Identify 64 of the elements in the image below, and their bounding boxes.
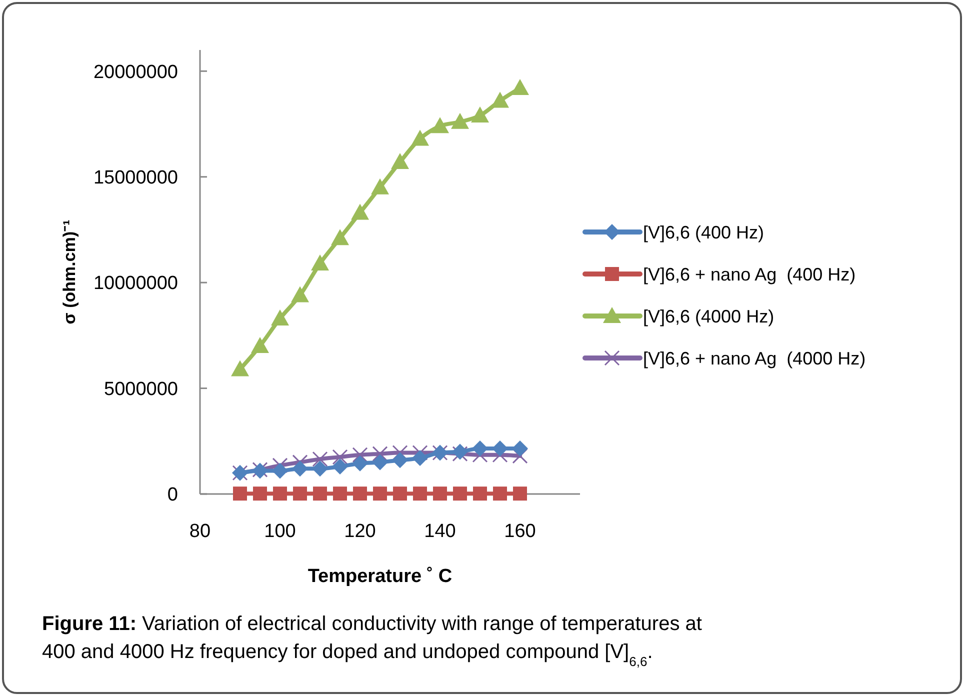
point [511, 79, 529, 96]
point [272, 462, 288, 479]
point [392, 452, 408, 468]
point [392, 445, 408, 461]
x-tick-label: 160 [504, 521, 536, 542]
point [413, 486, 427, 501]
point [351, 204, 369, 220]
point [352, 455, 368, 472]
point [391, 153, 409, 170]
point [371, 178, 389, 194]
y-tick-label: 20000000 [93, 62, 178, 83]
point [493, 486, 507, 501]
point [271, 310, 289, 326]
point [293, 486, 307, 501]
y-tick-label: 10000000 [93, 273, 178, 294]
point [231, 360, 249, 376]
point [393, 486, 407, 501]
point [492, 440, 508, 457]
point [513, 486, 527, 501]
text: Figure 11: Variation of electrical conductivity with range of temperatures at 400 and 4000 Hz frequency for doped and undoped compound [V]$_{6,6}$. [42, 613, 702, 668]
point [352, 447, 368, 463]
point [312, 451, 328, 467]
point [313, 486, 327, 501]
point [473, 486, 487, 501]
point [453, 486, 467, 501]
point [412, 450, 428, 466]
x-tick-label: 80 [189, 521, 211, 542]
point [433, 486, 447, 501]
point [512, 440, 528, 457]
legend-label: [V]6,6 (4000 Hz) [643, 306, 774, 326]
point [311, 254, 329, 271]
point [273, 486, 287, 501]
point [332, 449, 348, 465]
point [353, 486, 367, 501]
point [291, 286, 309, 302]
point [272, 458, 288, 474]
point [333, 486, 347, 501]
point [251, 337, 269, 353]
point [372, 446, 388, 462]
x-tick-label: 140 [424, 521, 456, 542]
legend-label: [V]6,6 (400 Hz) [643, 222, 764, 242]
legend-label: [V]6,6 + nano Ag (4000 Hz) [643, 348, 866, 368]
y-tick-label: 0 [167, 484, 178, 506]
point [253, 486, 267, 501]
x-axis-title: Temperature ˚ C [308, 566, 452, 587]
point [312, 460, 328, 477]
point [331, 229, 349, 246]
y-tick-label: 15000000 [93, 168, 178, 189]
point [292, 460, 308, 477]
point [431, 117, 449, 134]
point [411, 130, 429, 146]
point [332, 458, 348, 475]
point [233, 486, 247, 501]
x-tick-label: 100 [264, 521, 296, 542]
point [471, 106, 489, 123]
legend-label: [V]6,6 + nano Ag (400 Hz) [643, 264, 856, 284]
y-axis-title: σ (ohm.cm)⁻¹ [60, 219, 79, 324]
point [472, 440, 488, 457]
point [373, 486, 387, 501]
point [412, 445, 428, 461]
x-tick-label: 120 [344, 521, 376, 542]
y-tick-label: 5000000 [104, 378, 178, 400]
point [372, 454, 388, 470]
point [451, 112, 469, 129]
